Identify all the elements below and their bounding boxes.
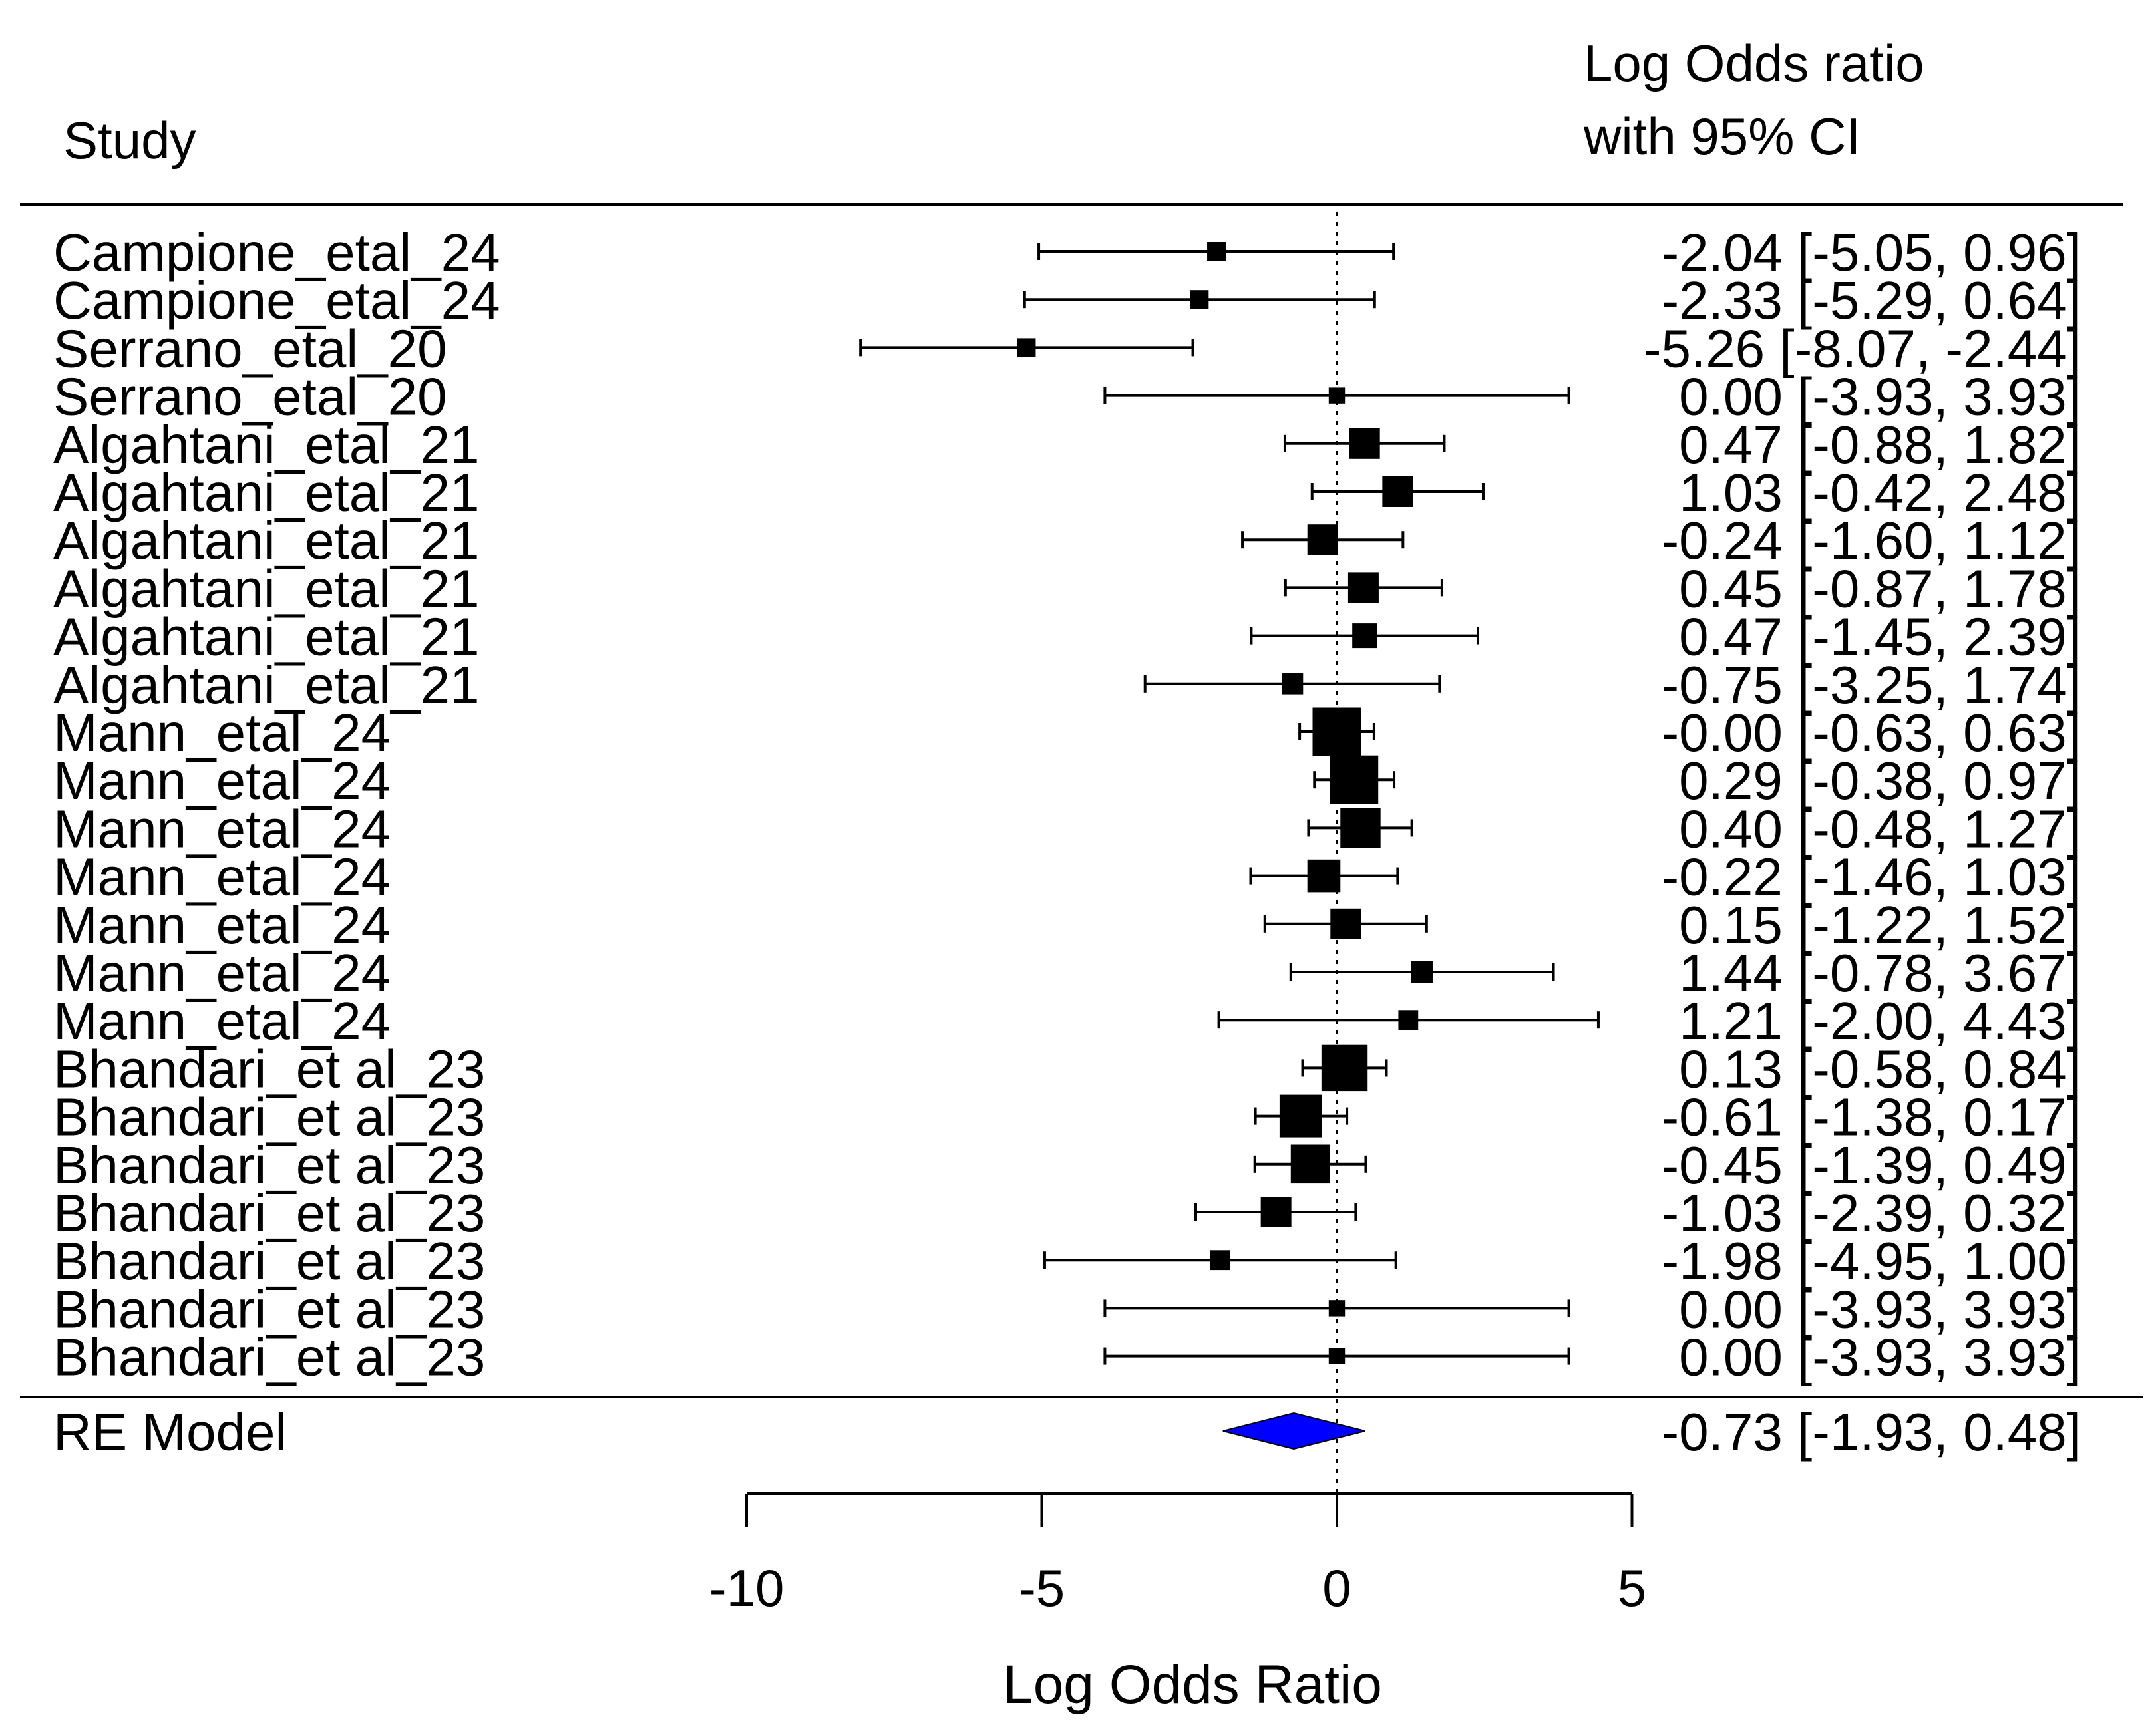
effect-ci-text: -0.45 [-1.39, 0.49] bbox=[1661, 1136, 2081, 1195]
point-estimate-square bbox=[1290, 1144, 1330, 1184]
study-label: Algahtani_etal_21 bbox=[53, 655, 480, 714]
effect-ci-text: -1.03 [-2.39, 0.32] bbox=[1661, 1183, 2081, 1243]
effect-ci-text: 0.13 [-0.58, 0.84] bbox=[1679, 1039, 2081, 1098]
effect-column-header-line2: with 95% CI bbox=[1583, 107, 1861, 166]
effect-ci-text: -1.98 [-4.95, 1.00] bbox=[1661, 1231, 2081, 1291]
point-estimate-square bbox=[1330, 908, 1361, 939]
study-label: Mann_etal_24 bbox=[53, 943, 391, 1003]
study-label: Bhandari_et al_23 bbox=[53, 1231, 485, 1291]
point-estimate-square bbox=[1282, 673, 1304, 695]
study-label: Algahtani_etal_21 bbox=[53, 511, 480, 570]
point-estimate-square bbox=[1190, 290, 1209, 309]
study-label: Campione_etal_24 bbox=[53, 223, 500, 282]
point-estimate-square bbox=[1210, 1250, 1230, 1271]
point-estimate-square bbox=[1328, 1348, 1346, 1364]
study-label: Algahtani_etal_21 bbox=[53, 415, 480, 474]
point-estimate-square bbox=[1312, 707, 1361, 756]
effect-ci-text: 0.00 [-3.93, 3.93] bbox=[1679, 1328, 2081, 1387]
point-estimate-square bbox=[1307, 524, 1338, 555]
summary-effect-ci-text: -0.73 [-1.93, 0.48] bbox=[1661, 1402, 2081, 1462]
point-estimate-square bbox=[1349, 428, 1380, 459]
study-label: Bhandari_et al_23 bbox=[53, 1088, 485, 1147]
effect-column-header-line1: Log Odds ratio bbox=[1584, 34, 1924, 92]
point-estimate-square bbox=[1411, 961, 1433, 983]
point-estimate-square bbox=[1279, 1094, 1322, 1138]
point-estimate-square bbox=[1328, 387, 1346, 404]
effect-ci-text: 0.00 [-3.93, 3.93] bbox=[1679, 1279, 2081, 1339]
study-label: Algahtani_etal_21 bbox=[53, 463, 480, 522]
study-label: Mann_etal_24 bbox=[53, 703, 391, 762]
effect-ci-text: 0.47 [-1.45, 2.39] bbox=[1679, 607, 2081, 667]
x-axis-tick-label: 5 bbox=[1618, 1559, 1646, 1617]
x-axis-label: Log Odds Ratio bbox=[1003, 1655, 1382, 1715]
study-label: Mann_etal_24 bbox=[53, 751, 391, 810]
study-label: Algahtani_etal_21 bbox=[53, 559, 480, 618]
point-estimate-square bbox=[1207, 242, 1226, 261]
point-estimate-square bbox=[1382, 476, 1413, 507]
point-estimate-square bbox=[1340, 808, 1381, 848]
point-estimate-square bbox=[1348, 572, 1379, 603]
study-label: Mann_etal_24 bbox=[53, 895, 391, 955]
x-axis-tick-label: -5 bbox=[1019, 1559, 1065, 1617]
study-label: Bhandari_et al_23 bbox=[53, 1183, 485, 1243]
study-label: Mann_etal_24 bbox=[53, 848, 391, 907]
study-label: Mann_etal_24 bbox=[53, 991, 391, 1050]
effect-ci-text: 0.47 [-0.88, 1.82] bbox=[1679, 415, 2081, 474]
effect-ci-text: -5.26 [-8.07, -2.44] bbox=[1644, 319, 2081, 378]
study-label: Serrano_etal_20 bbox=[53, 319, 447, 378]
effect-ci-text: -0.00 [-0.63, 0.63] bbox=[1661, 703, 2081, 762]
effect-ci-text: 0.45 [-0.87, 1.78] bbox=[1679, 559, 2081, 618]
study-label: Bhandari_et al_23 bbox=[53, 1279, 485, 1339]
study-label: Campione_etal_24 bbox=[53, 271, 500, 330]
study-column-header: Study bbox=[63, 111, 196, 170]
effect-ci-text: -0.22 [-1.46, 1.03] bbox=[1661, 848, 2081, 907]
point-estimate-square bbox=[1398, 1010, 1419, 1030]
effect-ci-text: 0.40 [-0.48, 1.27] bbox=[1679, 799, 2081, 858]
effect-ci-text: -0.75 [-3.25, 1.74] bbox=[1661, 655, 2081, 714]
effect-ci-text: 0.00 [-3.93, 3.93] bbox=[1679, 367, 2081, 426]
effect-ci-text: -0.24 [-1.60, 1.12] bbox=[1661, 511, 2081, 570]
effect-ci-text: -2.04 [-5.05, 0.96] bbox=[1661, 223, 2081, 282]
point-estimate-square bbox=[1307, 859, 1341, 893]
effect-ci-text: 1.03 [-0.42, 2.48] bbox=[1679, 463, 2081, 522]
x-axis-tick-label: 0 bbox=[1322, 1559, 1351, 1617]
point-estimate-square bbox=[1260, 1197, 1292, 1227]
effect-ci-text: 1.44 [-0.78, 3.67] bbox=[1679, 943, 2081, 1003]
effect-ci-text: 0.15 [-1.22, 1.52] bbox=[1679, 895, 2081, 955]
summary-label: RE Model bbox=[53, 1402, 287, 1462]
x-axis-tick-label: -10 bbox=[709, 1559, 785, 1617]
point-estimate-square bbox=[1330, 755, 1379, 804]
point-estimate-square bbox=[1321, 1044, 1368, 1092]
effect-ci-text: -2.33 [-5.29, 0.64] bbox=[1661, 271, 2081, 330]
effect-ci-text: 0.29 [-0.38, 0.97] bbox=[1679, 751, 2081, 810]
effect-ci-text: -0.61 [-1.38, 0.17] bbox=[1661, 1088, 2081, 1147]
study-label: Bhandari_et al_23 bbox=[53, 1328, 485, 1387]
forest-marks: Campione_etal_24 -2.04 [-5.05, 0.96] Campi… bbox=[53, 212, 2081, 1617]
study-label: Algahtani_etal_21 bbox=[53, 607, 480, 667]
point-estimate-square bbox=[1328, 1300, 1346, 1317]
summary-diamond bbox=[1222, 1412, 1365, 1450]
effect-ci-text: 1.21 [-2.00, 4.43] bbox=[1679, 991, 2081, 1050]
point-estimate-square bbox=[1017, 338, 1036, 357]
study-label: Bhandari_et al_23 bbox=[53, 1039, 485, 1098]
study-label: Bhandari_et al_23 bbox=[53, 1136, 485, 1195]
study-label: Mann_etal_24 bbox=[53, 799, 391, 858]
point-estimate-square bbox=[1352, 623, 1377, 649]
study-label: Serrano_etal_20 bbox=[53, 367, 447, 426]
